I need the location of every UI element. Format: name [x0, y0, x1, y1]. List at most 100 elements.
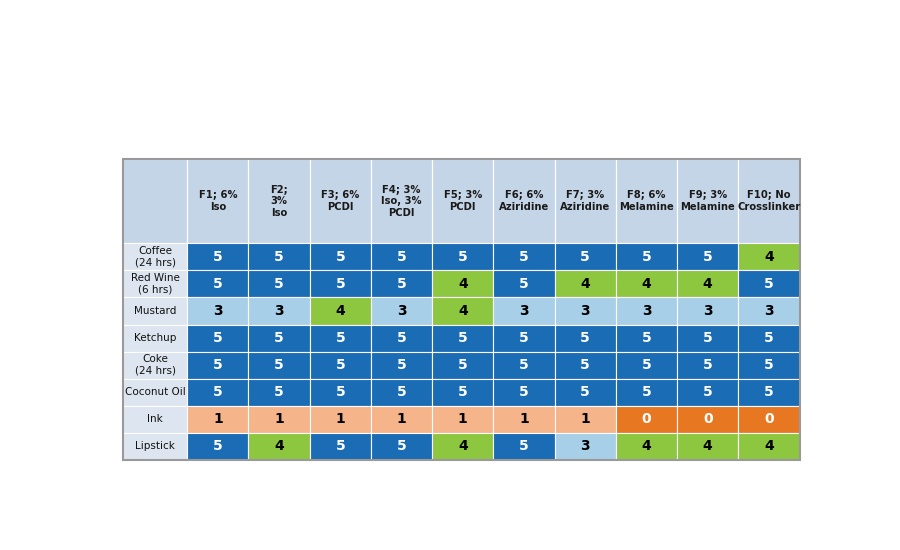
Bar: [554, 159, 616, 243]
Text: 5: 5: [519, 439, 529, 453]
Bar: [493, 298, 554, 324]
Bar: [371, 243, 432, 271]
Bar: [493, 433, 554, 460]
Bar: [248, 298, 310, 324]
Bar: [554, 351, 616, 378]
Text: Red Wine
(6 hrs): Red Wine (6 hrs): [130, 273, 179, 295]
Text: 5: 5: [336, 358, 346, 372]
Text: 1: 1: [274, 412, 284, 426]
Bar: [432, 159, 493, 243]
Bar: [738, 271, 799, 298]
Text: 5: 5: [580, 331, 590, 345]
Bar: [677, 324, 738, 351]
Bar: [371, 378, 432, 406]
Bar: [554, 243, 616, 271]
Bar: [616, 298, 677, 324]
Text: F6; 6%
Aziridine: F6; 6% Aziridine: [499, 190, 549, 212]
Text: 5: 5: [397, 358, 407, 372]
Bar: [554, 433, 616, 460]
Text: 1: 1: [397, 412, 407, 426]
Text: 5: 5: [580, 385, 590, 399]
Bar: [738, 351, 799, 378]
Text: 5: 5: [458, 331, 468, 345]
Text: 3: 3: [274, 304, 284, 318]
Text: 5: 5: [764, 385, 774, 399]
Text: 5: 5: [274, 358, 284, 372]
Text: 3: 3: [213, 304, 222, 318]
Text: 5: 5: [213, 358, 222, 372]
Bar: [493, 378, 554, 406]
Bar: [677, 243, 738, 271]
Text: 5: 5: [519, 331, 529, 345]
Text: Ink: Ink: [148, 414, 163, 424]
Text: 4: 4: [764, 250, 774, 264]
Bar: [554, 378, 616, 406]
Bar: [493, 351, 554, 378]
Bar: [554, 298, 616, 324]
Bar: [493, 324, 554, 351]
Text: 5: 5: [213, 250, 222, 264]
Bar: [738, 324, 799, 351]
Bar: [738, 433, 799, 460]
Bar: [432, 378, 493, 406]
Text: Lipstick: Lipstick: [135, 441, 175, 452]
Text: Ketchup: Ketchup: [134, 333, 176, 343]
Text: 5: 5: [397, 439, 407, 453]
Bar: [738, 378, 799, 406]
Bar: [738, 243, 799, 271]
Text: 0: 0: [764, 412, 774, 426]
Bar: [493, 406, 554, 433]
Bar: [371, 298, 432, 324]
Text: 5: 5: [336, 250, 346, 264]
Bar: [371, 406, 432, 433]
Text: 5: 5: [642, 331, 652, 345]
Bar: [310, 406, 371, 433]
Text: 0: 0: [642, 412, 652, 426]
Text: 4: 4: [642, 277, 652, 291]
Text: 5: 5: [458, 385, 468, 399]
Bar: [123, 243, 187, 271]
Text: 5: 5: [213, 277, 222, 291]
Text: 5: 5: [397, 250, 407, 264]
Bar: [248, 159, 310, 243]
Bar: [371, 159, 432, 243]
Bar: [248, 271, 310, 298]
Bar: [187, 243, 248, 271]
Text: 5: 5: [397, 331, 407, 345]
Bar: [554, 271, 616, 298]
Text: 4: 4: [764, 439, 774, 453]
Bar: [310, 271, 371, 298]
Bar: [432, 406, 493, 433]
Text: 5: 5: [703, 250, 713, 264]
Text: 5: 5: [703, 331, 713, 345]
Bar: [187, 351, 248, 378]
Text: 5: 5: [642, 250, 652, 264]
Bar: [123, 324, 187, 351]
Text: 5: 5: [764, 277, 774, 291]
Text: 5: 5: [336, 385, 346, 399]
Bar: [616, 243, 677, 271]
Bar: [677, 406, 738, 433]
Text: 4: 4: [458, 277, 468, 291]
Bar: [616, 159, 677, 243]
Text: 3: 3: [703, 304, 713, 318]
Bar: [187, 271, 248, 298]
Bar: [432, 324, 493, 351]
Text: 3: 3: [642, 304, 652, 318]
Text: F2;
3%
Iso: F2; 3% Iso: [270, 185, 288, 218]
Bar: [310, 433, 371, 460]
Bar: [432, 433, 493, 460]
Bar: [554, 324, 616, 351]
Text: 4: 4: [274, 439, 284, 453]
Bar: [432, 271, 493, 298]
Bar: [677, 298, 738, 324]
Bar: [738, 406, 799, 433]
Text: 3: 3: [397, 304, 407, 318]
Text: F8; 6%
Melamine: F8; 6% Melamine: [619, 190, 674, 212]
Text: 5: 5: [703, 358, 713, 372]
Bar: [677, 271, 738, 298]
Bar: [432, 298, 493, 324]
Text: Coke
(24 hrs): Coke (24 hrs): [135, 354, 176, 376]
Text: 4: 4: [703, 439, 713, 453]
Text: 5: 5: [764, 331, 774, 345]
